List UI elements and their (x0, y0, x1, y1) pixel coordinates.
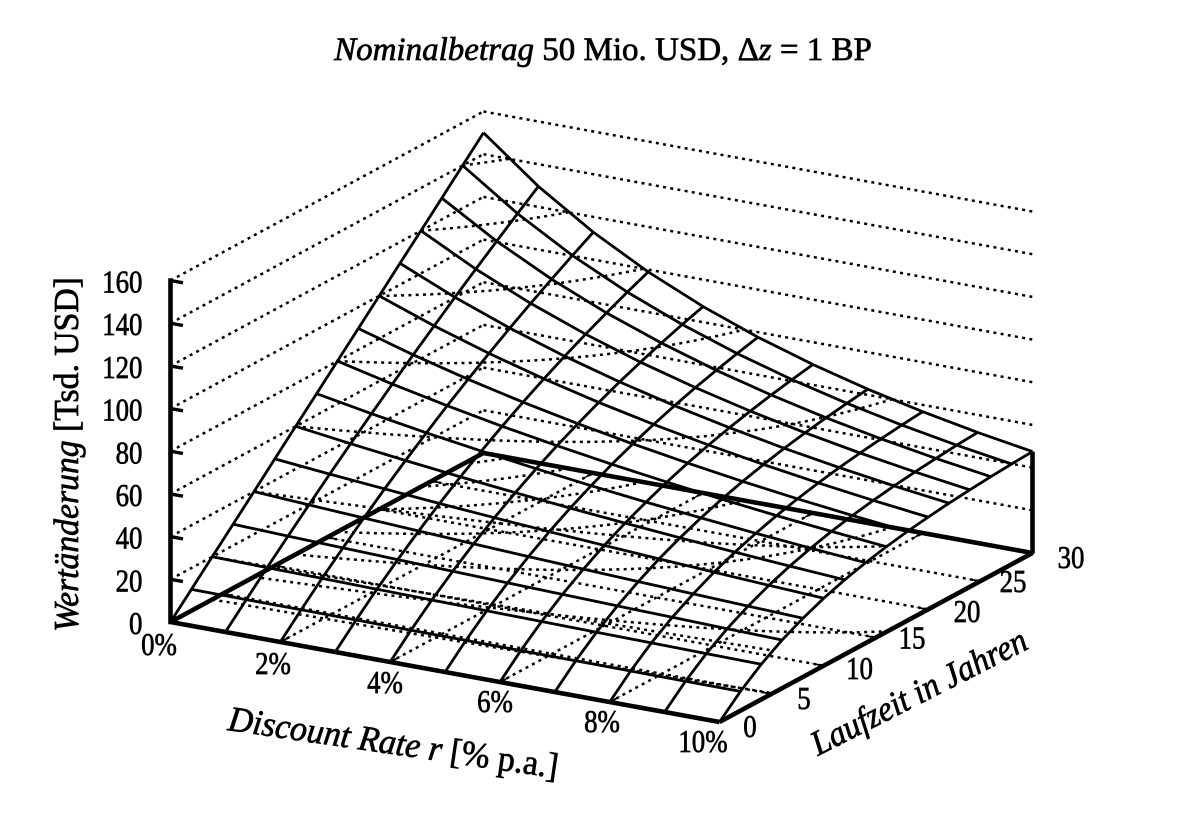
svg-text:140: 140 (102, 308, 142, 343)
svg-text:160: 160 (102, 265, 142, 300)
svg-text:20: 20 (116, 564, 143, 599)
svg-text:Nominalbetrag 50 Mio. USD, Δz: Nominalbetrag 50 Mio. USD, Δz = 1 BP (333, 32, 872, 68)
svg-text:100: 100 (102, 393, 142, 428)
svg-text:5: 5 (797, 682, 810, 717)
svg-text:8%: 8% (584, 705, 620, 740)
svg-text:2%: 2% (255, 647, 291, 682)
svg-text:40: 40 (116, 522, 143, 557)
svg-text:0: 0 (129, 607, 142, 642)
svg-text:30: 30 (1058, 541, 1085, 576)
svg-text:10: 10 (846, 652, 873, 687)
svg-text:60: 60 (116, 479, 143, 514)
svg-text:0: 0 (743, 710, 756, 745)
svg-text:15: 15 (899, 621, 926, 656)
svg-text:0%: 0% (141, 628, 177, 663)
svg-text:6%: 6% (477, 685, 513, 720)
svg-text:20: 20 (954, 595, 981, 630)
svg-text:10%: 10% (678, 725, 727, 760)
svg-text:120: 120 (102, 351, 142, 386)
svg-text:25: 25 (1000, 565, 1027, 600)
svg-text:80: 80 (116, 436, 143, 471)
svg-text:Wertänderung [Tsd. USD]: Wertänderung [Tsd. USD] (47, 277, 86, 632)
svg-text:4%: 4% (367, 666, 403, 701)
